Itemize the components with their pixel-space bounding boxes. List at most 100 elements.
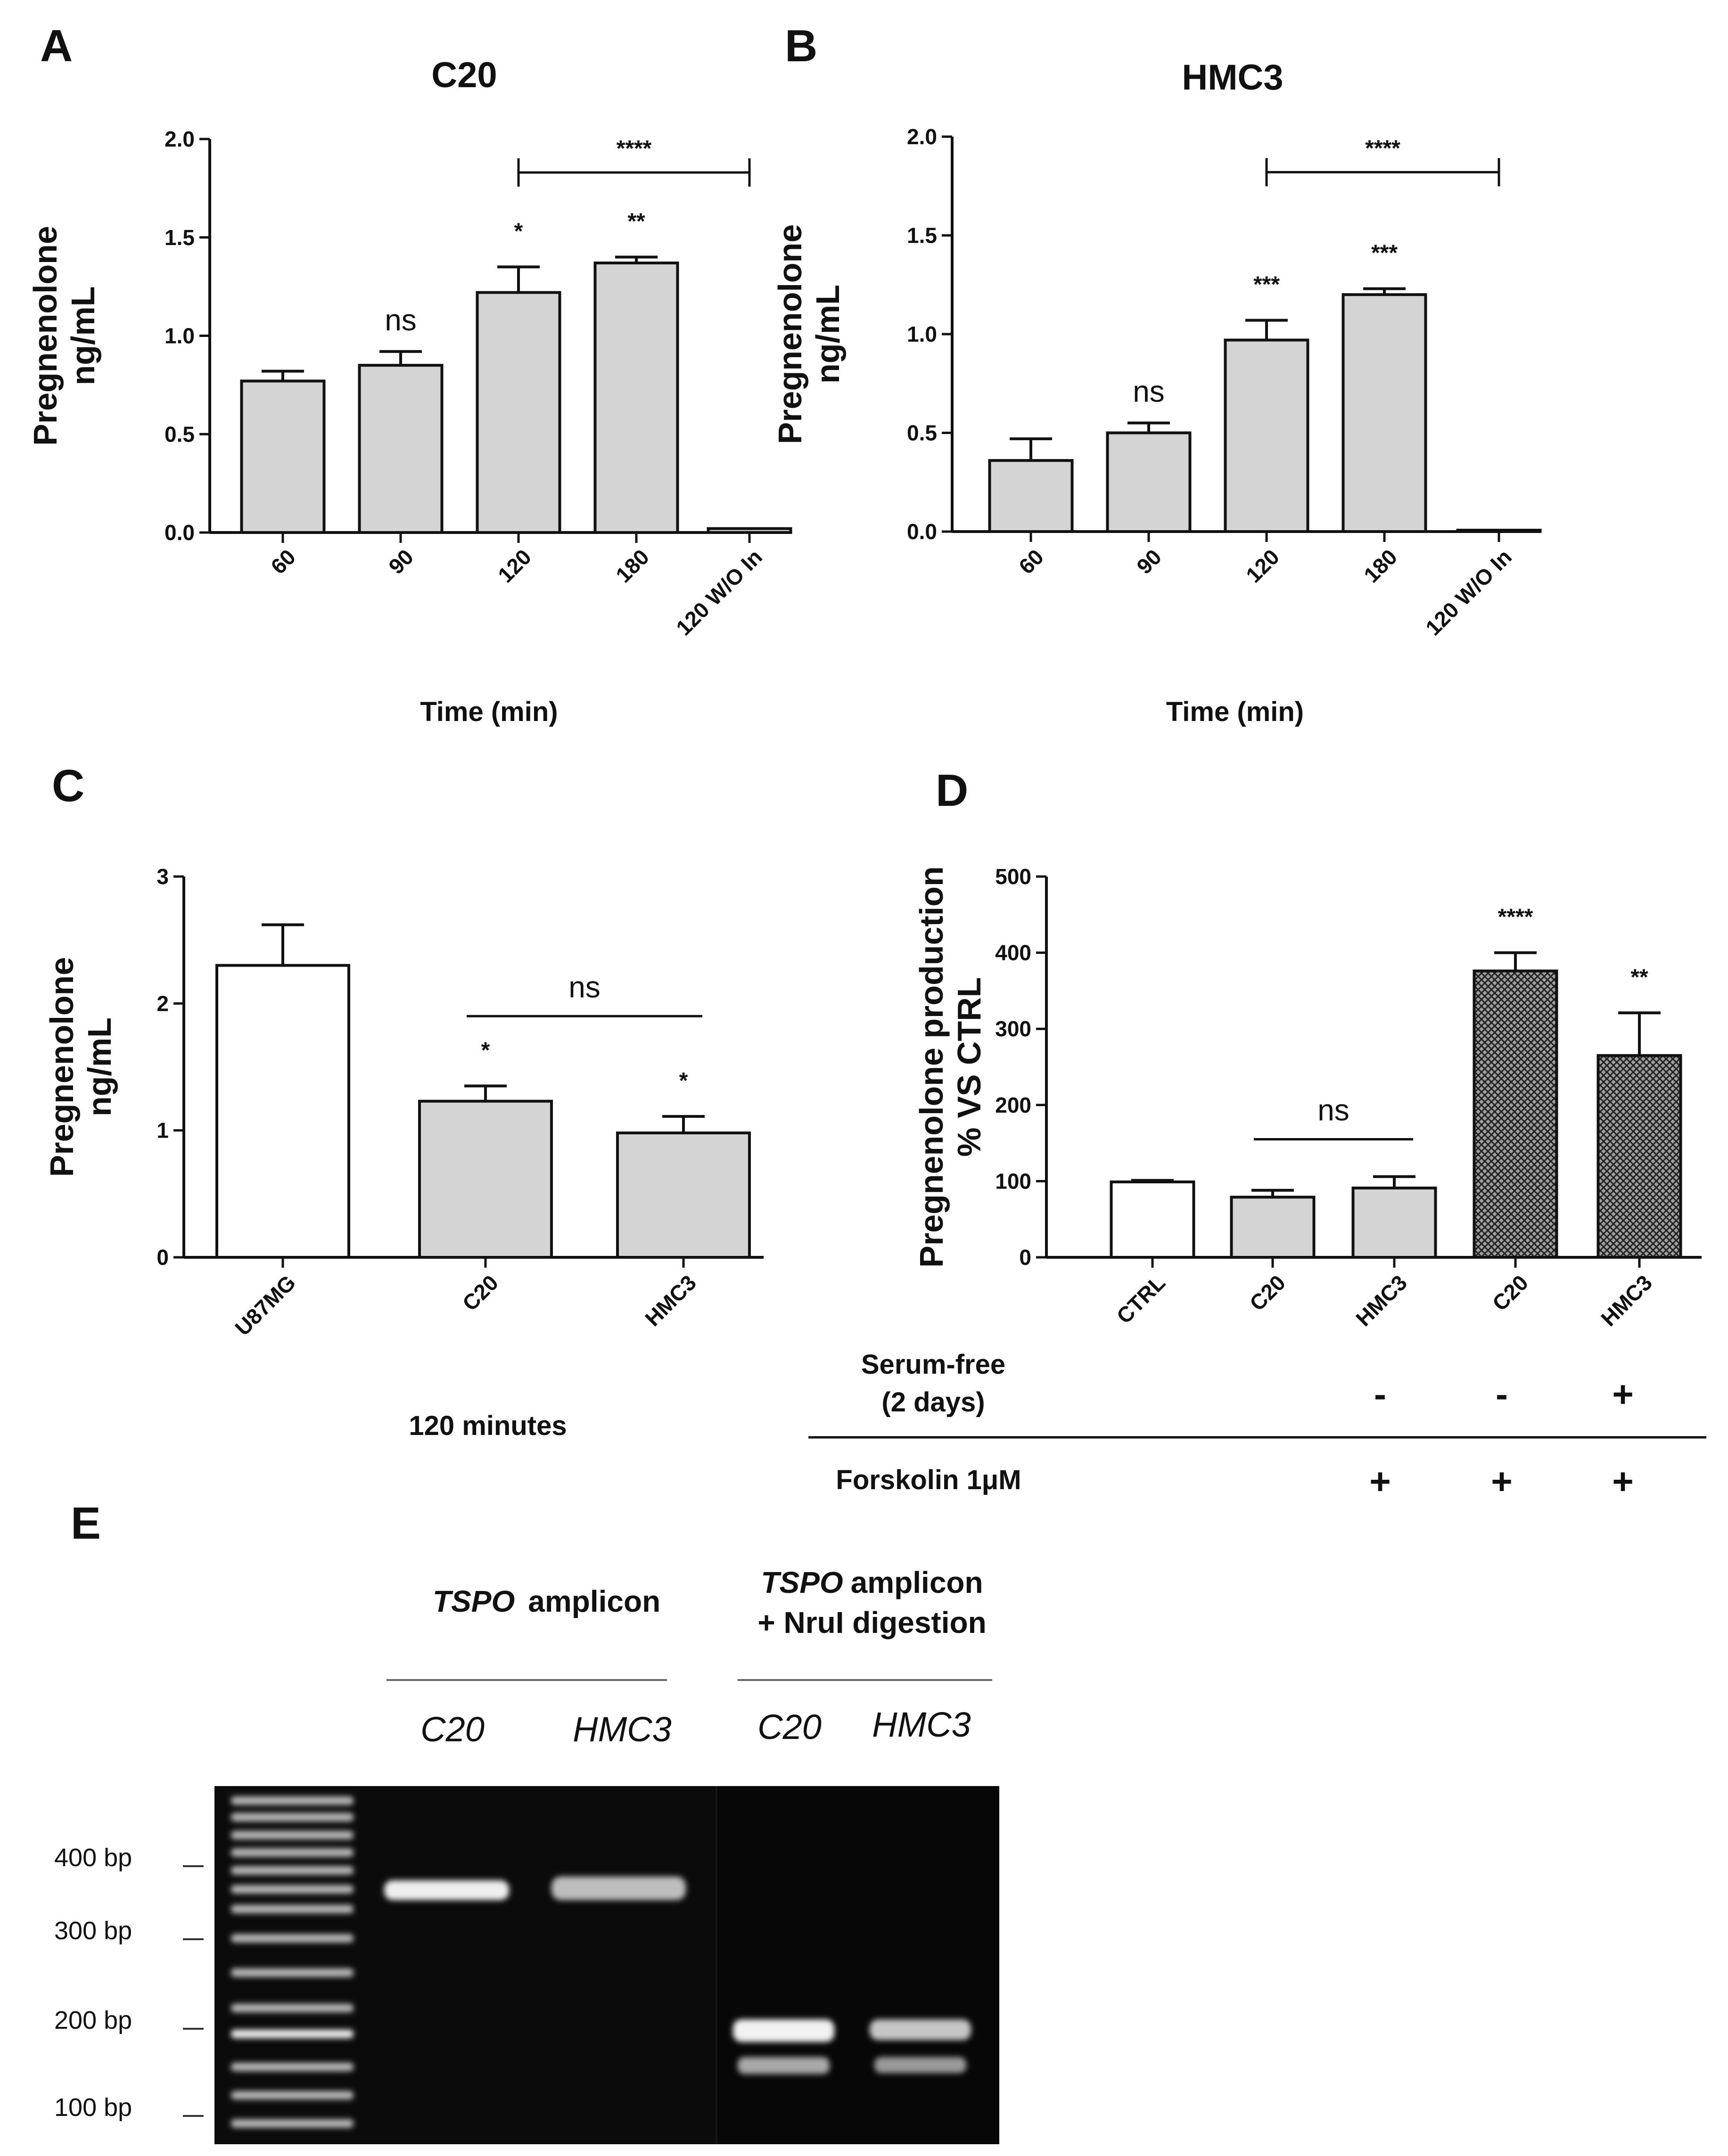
y-tick-label: 2 bbox=[156, 991, 169, 1016]
x-tick-label: HMC3 bbox=[1351, 1270, 1412, 1331]
gel-lane-c20-amplicon: C20 bbox=[420, 1710, 485, 1749]
x-tick-label: 60 bbox=[1014, 544, 1048, 579]
y-tick-label: 0.0 bbox=[907, 519, 937, 544]
y-axis-label: Pregnenolone bbox=[27, 226, 64, 446]
significance-label: ** bbox=[1630, 965, 1648, 990]
gel-bands bbox=[384, 1877, 971, 2074]
y-axis-label: ng/mL bbox=[81, 1017, 118, 1116]
x-axis-title: Time (min) bbox=[1166, 697, 1304, 727]
band-c20-amplicon bbox=[384, 1880, 509, 1900]
significance-label: * bbox=[481, 1038, 490, 1063]
bar bbox=[1596, 1054, 1682, 1259]
bar bbox=[418, 1099, 553, 1259]
panel-label-a: A bbox=[40, 21, 73, 71]
band-c20-digest-lower bbox=[738, 2057, 830, 2074]
condition-sign: + bbox=[1491, 1460, 1513, 1502]
forskolin-label: Forskolin 1μM bbox=[836, 1465, 1021, 1495]
y-tick-label: 1.0 bbox=[165, 324, 195, 348]
y-tick-label: 400 bbox=[995, 941, 1031, 965]
y-tick-label: 0 bbox=[156, 1245, 169, 1270]
x-tick-label: HMC3 bbox=[1596, 1270, 1657, 1331]
y-tick-label: 3 bbox=[156, 864, 169, 889]
x-tick-label: 120 bbox=[493, 544, 536, 587]
gel-ladder bbox=[231, 1796, 354, 2128]
chart-b: 0.0 0.5 1.0 1.5 2.0 Pregnenolone ng/mL Time (mi… bbox=[772, 124, 1542, 727]
significance-label: * bbox=[679, 1068, 688, 1093]
y-tick-label: 2.0 bbox=[907, 124, 937, 149]
comparison-label: ns bbox=[568, 970, 601, 1004]
y-tick-label: 0 bbox=[1019, 1245, 1031, 1270]
marker-300bp-label: 300 bp bbox=[54, 1917, 132, 1945]
band-hmc3-amplicon bbox=[551, 1877, 686, 1900]
x-tick-label: 120 W/O In bbox=[1421, 544, 1516, 640]
x-tick-label: C20 bbox=[458, 1270, 503, 1315]
condition-sign: + bbox=[1612, 1460, 1634, 1502]
x-tick-label: 120 W/O In bbox=[671, 544, 767, 640]
bar bbox=[1341, 293, 1427, 533]
bar bbox=[240, 379, 326, 534]
significance-label: *** bbox=[1371, 241, 1398, 266]
x-axis-title: Time (min) bbox=[420, 697, 558, 727]
bar bbox=[593, 262, 679, 534]
gel-digest-section bbox=[716, 1786, 999, 2144]
significance-label: ** bbox=[627, 209, 645, 234]
condition-table: Serum-free (2 days) Forskolin 1μM - - + + + +… bbox=[808, 1349, 1706, 1502]
band-c20-digest-upper bbox=[733, 2019, 834, 2042]
chart-d: 0 100 200 300 400 500 Pregnenolone production%… bbox=[913, 864, 1702, 1331]
ladder-band bbox=[231, 1796, 354, 1805]
bar bbox=[1456, 529, 1542, 533]
y-axis-label: % VS CTRL bbox=[951, 977, 987, 1156]
condition-sign: - bbox=[1374, 1373, 1386, 1415]
bar bbox=[707, 527, 792, 534]
x-axis-title: 120 minutes bbox=[409, 1410, 567, 1441]
ladder-band bbox=[231, 2063, 354, 2071]
marker-100bp-label: 100 bp bbox=[54, 2093, 132, 2122]
ladder-band bbox=[231, 1885, 354, 1894]
ladder-band bbox=[231, 1905, 354, 1913]
y-tick-label: 0.5 bbox=[165, 422, 195, 446]
y-axis-label: Pregnenolone bbox=[772, 224, 808, 444]
x-tick-label: 90 bbox=[384, 544, 418, 579]
chart-a: 0.0 0.5 1.0 1.5 2.0 Pregnenolone ng/mL Time (mi… bbox=[27, 127, 792, 727]
marker-200bp-label: 200 bp bbox=[54, 2006, 132, 2034]
gel-panel: TSPO amplicon TSPO amplicon + NruI digesti… bbox=[54, 1566, 999, 2144]
y-tick-label: 200 bbox=[995, 1093, 1031, 1117]
comparison-label: ns bbox=[1317, 1093, 1349, 1127]
significance-label: *** bbox=[1253, 272, 1280, 297]
y-tick-label: 0.0 bbox=[165, 520, 195, 545]
y-axis-label: Pregnenolone production bbox=[913, 866, 950, 1268]
condition-sign: - bbox=[1496, 1373, 1508, 1415]
ladder-band bbox=[231, 1934, 354, 1943]
bar bbox=[1473, 969, 1558, 1259]
bar bbox=[215, 964, 350, 1259]
y-axis-label: Pregnenolone bbox=[43, 957, 80, 1177]
gel-lane-hmc3-digest: HMC3 bbox=[872, 1705, 971, 1744]
serum-free-duration-label: (2 days) bbox=[881, 1387, 985, 1418]
y-tick-label: 1.5 bbox=[165, 225, 195, 250]
y-tick-label: 1.5 bbox=[907, 223, 937, 248]
ladder-band bbox=[231, 1968, 354, 1977]
y-tick-label: 100 bbox=[995, 1169, 1031, 1193]
gel-group2-gene: TSPO bbox=[761, 1566, 843, 1599]
gel-group2-title: TSPO amplicon bbox=[761, 1566, 983, 1599]
bar bbox=[1224, 338, 1309, 533]
x-tick-label: 120 bbox=[1241, 544, 1284, 587]
y-axis-label: ng/mL bbox=[65, 287, 101, 385]
x-tick-label: 90 bbox=[1132, 544, 1166, 579]
x-tick-label: HMC3 bbox=[640, 1270, 701, 1331]
x-tick-label: 60 bbox=[266, 544, 300, 579]
ladder-band bbox=[231, 2030, 354, 2038]
gel-group2-digestion: + NruI digestion bbox=[757, 1606, 986, 1640]
x-tick-label: 180 bbox=[1359, 544, 1402, 587]
bar bbox=[616, 1131, 751, 1259]
ladder-band bbox=[231, 2091, 354, 2099]
x-tick-label: C20 bbox=[1488, 1270, 1533, 1315]
ladder-band bbox=[231, 2004, 354, 2012]
serum-free-label: Serum-free bbox=[861, 1349, 1005, 1380]
ladder-band bbox=[231, 1831, 354, 1839]
ladder-band bbox=[231, 2119, 354, 2128]
ladder-band bbox=[231, 1813, 354, 1821]
marker-400bp-label: 400 bp bbox=[54, 1844, 132, 1872]
condition-sign: + bbox=[1612, 1373, 1634, 1415]
